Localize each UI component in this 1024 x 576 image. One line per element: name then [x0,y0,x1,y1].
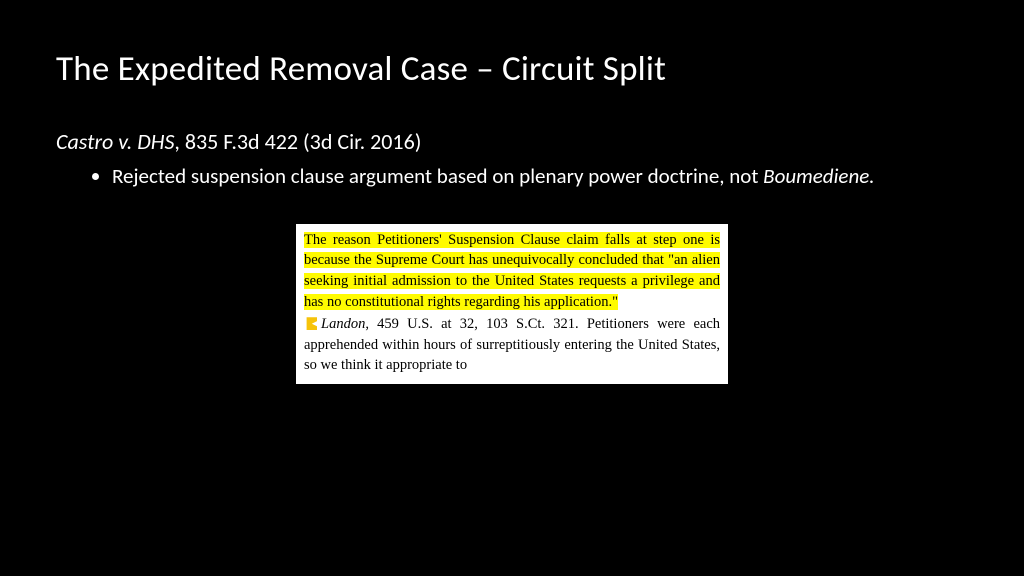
quote-highlight: The reason Petitioners' Suspension Claus… [304,232,720,310]
bullet-item: Rejected suspension clause argument base… [112,163,968,190]
quote-citation-line: Landon, 459 U.S. at 32, 103 S.Ct. 321. P… [304,314,720,376]
flag-icon [304,317,317,330]
slide-title: The Expedited Removal Case – Circuit Spl… [56,48,968,90]
slide: The Expedited Removal Case – Circuit Spl… [0,0,1024,576]
bullet-list: Rejected suspension clause argument base… [56,163,968,190]
quote-cite-rest: , 459 U.S. at 32, 103 S.Ct. 321. Petitio… [304,316,720,373]
bullet-text: Rejected suspension clause argument base… [112,163,763,189]
bullet-emphasis: Boumediene. [763,163,874,189]
quote-container: The reason Petitioners' Suspension Claus… [56,224,968,384]
case-citation-rest: , 835 F.3d 422 (3d Cir. 2016) [174,128,421,155]
quote-cite-case: Landon [321,316,365,332]
quote-box: The reason Petitioners' Suspension Claus… [296,224,728,384]
case-name: Castro v. DHS [56,128,174,155]
case-citation: Castro v. DHS, 835 F.3d 422 (3d Cir. 201… [56,128,968,155]
